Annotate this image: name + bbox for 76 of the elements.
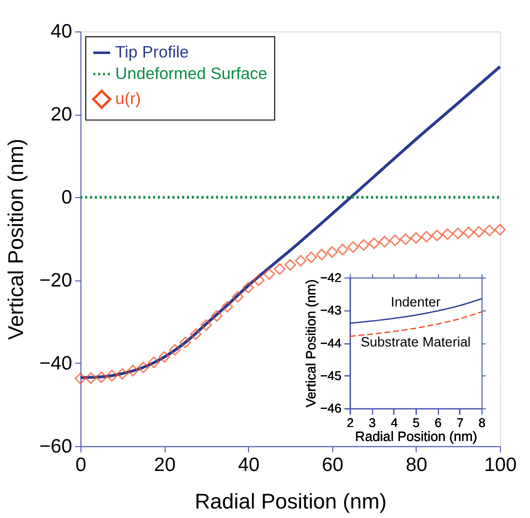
point [442, 228, 454, 240]
point [410, 232, 422, 244]
point [462, 226, 474, 238]
point [221, 300, 234, 313]
point [494, 224, 506, 236]
y-tick-label: −46 [320, 402, 342, 416]
x-axis-title: Radial Position (nm) [355, 428, 478, 444]
x-tick-label: 2 [346, 416, 354, 430]
annotation: Indenter [390, 294, 442, 310]
point [484, 224, 496, 236]
y-tick-label: 40 [50, 20, 72, 43]
x-tick-label: 20 [154, 454, 176, 476]
point [274, 263, 286, 275]
x-tick-label: 8 [478, 416, 486, 430]
y-tick-label: 20 [50, 104, 72, 126]
point [74, 372, 86, 384]
point [210, 310, 223, 322]
point [190, 328, 202, 340]
y-tick-label: −42 [320, 270, 342, 285]
y-axis-title: Vertical Position (nm) [4, 138, 28, 340]
point [85, 372, 97, 384]
point [179, 336, 192, 348]
point [127, 364, 139, 376]
point [389, 234, 401, 246]
point [200, 319, 212, 331]
point [263, 268, 276, 280]
point [368, 238, 380, 250]
y-tick-label: −45 [320, 368, 342, 383]
x-tick-label: 100 [484, 454, 517, 476]
point [284, 259, 296, 271]
point [316, 248, 328, 260]
point [473, 226, 485, 238]
point [326, 246, 338, 258]
x-tick-label: 5 [412, 416, 420, 430]
point [378, 236, 390, 248]
x-axis-title: Radial Position (nm) [194, 490, 387, 514]
point [431, 230, 443, 242]
y-tick-label: −43 [320, 304, 342, 318]
point [242, 282, 254, 294]
point [96, 371, 108, 384]
y-tick-label: −40 [39, 352, 72, 374]
point [336, 244, 348, 256]
point [232, 291, 244, 303]
point [358, 239, 370, 251]
point [116, 368, 128, 380]
legend-label: u(r) [115, 90, 141, 108]
point [252, 274, 265, 286]
point [400, 233, 412, 245]
point [148, 356, 160, 368]
legend-label: Undeformed Surface [115, 64, 268, 83]
y-tick-label: −44 [320, 336, 342, 350]
x-tick-label: 0 [76, 454, 87, 476]
x-tick-label: 6 [434, 416, 442, 430]
y-axis-title: Vertical Position (nm) [303, 279, 318, 408]
point [138, 362, 150, 374]
x-tick-label: 40 [238, 454, 260, 476]
annotation: Substrate Material [360, 334, 471, 350]
point [158, 351, 170, 363]
point [305, 252, 317, 264]
x-tick-label: 3 [368, 416, 376, 430]
x-tick-label: 4 [390, 416, 398, 430]
point [420, 230, 432, 242]
x-tick-label: 60 [322, 454, 344, 476]
point [169, 344, 181, 356]
point [452, 228, 464, 240]
point [106, 370, 118, 382]
y-tick-label: −60 [39, 435, 72, 458]
legend-label: Tip Profile [115, 44, 189, 62]
line-series [349, 298, 482, 324]
y-tick-label: 0 [61, 186, 72, 209]
x-tick-label: 80 [406, 454, 428, 476]
point [294, 254, 306, 267]
y-tick-label: −20 [39, 270, 72, 292]
point [347, 241, 359, 253]
x-tick-label: 7 [456, 416, 464, 430]
line-series [349, 311, 482, 338]
